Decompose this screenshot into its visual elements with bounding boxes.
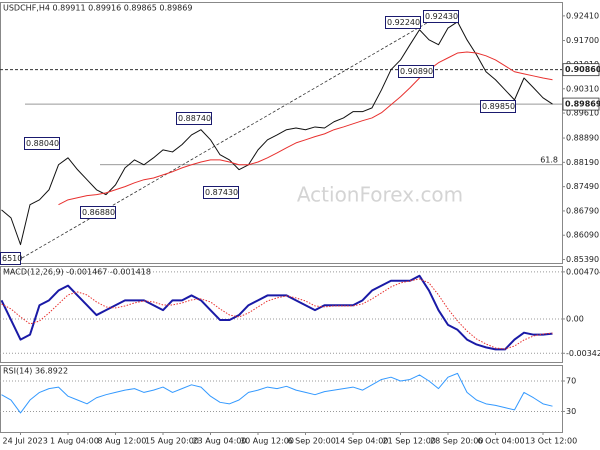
series-line — [0, 274, 553, 351]
annotation-box — [203, 186, 239, 199]
annotation-box — [385, 16, 421, 29]
annotation-box — [80, 206, 116, 219]
annotation: 6510 — [2, 254, 22, 263]
y-tick-label: 0.92410 — [566, 11, 599, 20]
price-label: 0.90860 — [565, 65, 600, 74]
price-label-box — [562, 97, 600, 111]
y-tick-label: 0.00 — [566, 314, 584, 323]
y-tick-label: 0.91700 — [566, 36, 599, 45]
y-tick-label: 0.004704 — [566, 267, 600, 276]
annotation: 0.86880 — [82, 208, 115, 217]
annotation-box — [24, 137, 60, 150]
x-tick-label: 1 Aug 04:00 — [50, 437, 99, 446]
fib-label: 61.8 — [540, 155, 558, 164]
y-tick-label: 0.90310 — [566, 84, 599, 93]
watermark: ActionForex.com — [297, 183, 463, 207]
x-tick-label: 14 Sep 04:00 — [335, 437, 388, 446]
x-tick-label: 30 Aug 12:00 — [240, 437, 294, 446]
series-line — [1, 21, 553, 246]
y-tick-label: 0.86790 — [566, 206, 599, 215]
x-tick-label: 8 Aug 12:00 — [98, 437, 147, 446]
channel-line — [21, 19, 433, 259]
x-tick-label: 23 Aug 04:00 — [193, 437, 247, 446]
y-tick-label: 0.88190 — [566, 158, 599, 167]
chart-title: USDCHF,H4 0.89911 0.89916 0.89865 0.8986… — [3, 4, 192, 13]
x-tick-label: 13 Oct 12:00 — [525, 437, 577, 446]
series-line — [1, 372, 553, 414]
x-tick-label: 21 Sep 12:00 — [383, 437, 436, 446]
price-label: 0.89869 — [565, 100, 600, 109]
y-tick-label: 0.88890 — [566, 134, 599, 143]
y-tick-label: -0.003429 — [566, 349, 600, 358]
x-tick-label: 6 Sep 20:00 — [288, 437, 336, 446]
annotation-box — [423, 10, 459, 23]
annotation: 0.89850 — [482, 102, 515, 111]
macd-panel — [0, 266, 563, 363]
annotation: 0.88040 — [26, 139, 59, 148]
annotation-box — [398, 65, 434, 78]
y-tick-label: 70 — [566, 376, 576, 385]
macd-title: MACD(12,26,9) -0.001467 -0.001418 — [3, 268, 151, 277]
y-tick-label: 0.87490 — [566, 182, 599, 191]
y-tick-label: 0.85390 — [566, 255, 599, 264]
rsi-panel — [0, 365, 563, 433]
annotation: 0.92430 — [425, 12, 458, 21]
annotation: 0.88740 — [178, 114, 211, 123]
x-tick-label: 28 Sep 20:00 — [430, 437, 483, 446]
y-tick-label: 0.89610 — [566, 109, 599, 118]
series-line — [1, 278, 553, 350]
y-tick-label: 30 — [566, 407, 576, 416]
annotation-box — [176, 112, 212, 125]
series-line — [58, 51, 553, 206]
y-tick-label: 0.86090 — [566, 231, 599, 240]
rsi-title: RSI(14) 36.8922 — [3, 367, 68, 376]
x-tick-label: 15 Aug 20:00 — [145, 437, 199, 446]
price-label-box — [562, 63, 600, 77]
x-tick-label: 6 Oct 04:00 — [478, 437, 525, 446]
annotation: 0.90890 — [400, 67, 433, 76]
annotation: 0.87430 — [205, 188, 238, 197]
annotation-box — [0, 252, 21, 265]
price-panel — [0, 2, 563, 264]
annotation-box — [480, 100, 516, 113]
x-tick-label: 24 Jul 2023 — [3, 437, 48, 446]
annotation: 0.92240 — [387, 18, 420, 27]
